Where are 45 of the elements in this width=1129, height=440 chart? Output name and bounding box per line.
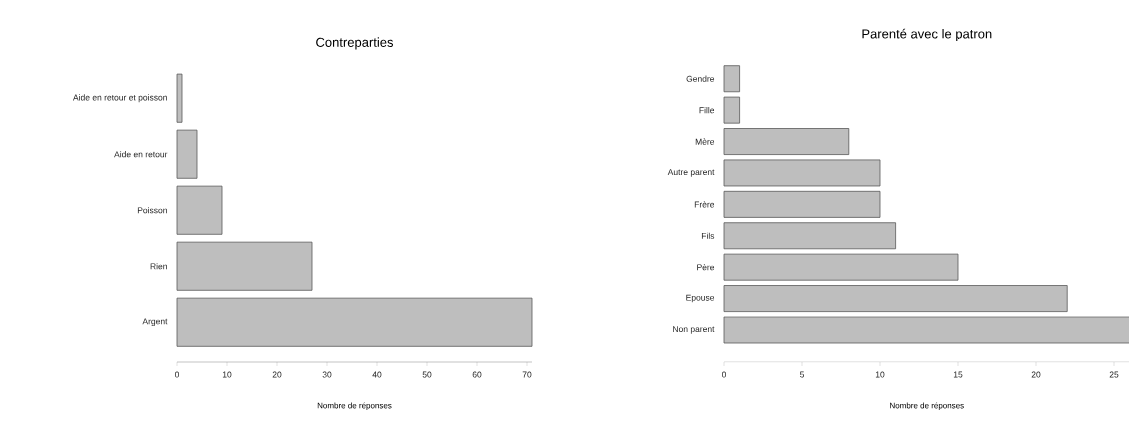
bar — [176, 297, 533, 347]
y-tick-label: Rien — [150, 263, 167, 270]
x-tick-label: 40 — [372, 371, 382, 378]
bar — [723, 96, 741, 124]
bar — [176, 185, 223, 235]
bar — [723, 222, 897, 250]
y-tick-label: Aide en retour et poisson — [72, 94, 167, 103]
bar — [723, 128, 850, 155]
x-tick-label: 5 — [799, 371, 805, 378]
y-tick-label: Non parent — [673, 326, 715, 334]
x-axis-title: Nombre de réponses — [317, 402, 392, 410]
bar — [723, 190, 881, 218]
y-tick-label: Argent — [142, 318, 168, 327]
chart-title: Contreparties — [316, 37, 394, 50]
y-tick-label: Gendre — [686, 75, 715, 82]
y-tick-label: Mère — [695, 138, 715, 145]
y-tick-label: Autre parent — [667, 169, 715, 177]
bar — [176, 73, 183, 123]
x-tick-label: 25 — [1109, 371, 1119, 378]
x-tick-label: 60 — [472, 371, 482, 378]
x-tick-label: 10 — [875, 371, 885, 378]
y-tick-label: Fils — [701, 232, 715, 239]
bar — [176, 241, 313, 291]
y-tick-label: Fille — [699, 107, 715, 114]
y-tick-label: Epouse — [686, 294, 715, 303]
y-tick-label: Père — [697, 263, 715, 271]
x-tick-label: 70 — [522, 371, 532, 378]
x-tick-label: 0 — [174, 371, 180, 378]
y-tick-label: Aide en retour — [114, 151, 168, 158]
bar — [723, 65, 741, 93]
x-tick-label: 20 — [1031, 371, 1041, 378]
bar — [723, 285, 1068, 312]
chart-title: Parenté avec le patron — [862, 28, 992, 42]
x-tick-label: 30 — [322, 371, 332, 378]
bar — [723, 159, 881, 187]
y-tick-label: Poisson — [137, 207, 167, 214]
x-tick-label: 0 — [721, 371, 727, 378]
x-tick-label: 20 — [272, 371, 282, 378]
x-tick-label: 15 — [953, 371, 963, 378]
x-tick-label: 10 — [222, 371, 232, 378]
x-tick-label: 50 — [422, 371, 432, 378]
bar — [176, 129, 198, 179]
x-axis-title: Nombre de réponses — [890, 402, 964, 410]
y-tick-label: Frère — [694, 201, 715, 208]
bar — [723, 253, 959, 281]
